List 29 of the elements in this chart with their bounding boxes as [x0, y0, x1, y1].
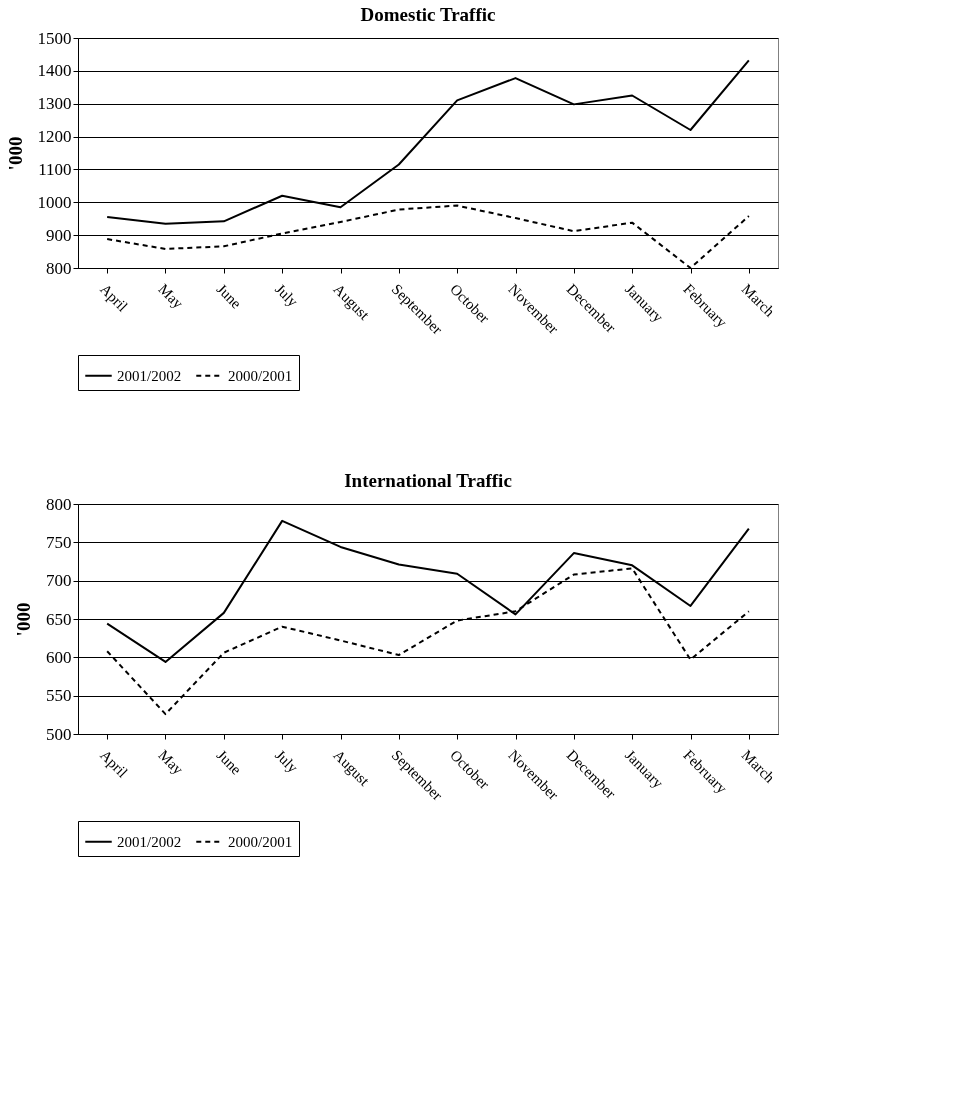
y-tick-label: 800 [46, 258, 72, 278]
y-tick-label: 600 [46, 647, 72, 667]
y-axis-title: '000 [13, 602, 34, 637]
x-tick-label: July [272, 280, 302, 311]
chart-title: International Traffic [344, 470, 512, 491]
x-tick-label: May [155, 280, 187, 312]
y-tick-label: 500 [46, 724, 72, 744]
y-tick-label: 750 [46, 532, 72, 552]
legend-label: 2000/2001 [228, 833, 293, 850]
y-tick-label: 1100 [38, 159, 72, 179]
y-tick-label: 800 [46, 494, 72, 514]
chart-title: Domestic Traffic [360, 4, 496, 25]
x-tick-label: July [272, 746, 302, 777]
y-tick-label: 1000 [37, 192, 72, 212]
y-tick-label: 650 [46, 609, 72, 629]
x-tick-label: May [155, 746, 187, 778]
y-tick-label: 1200 [37, 127, 72, 147]
y-tick-label: 550 [46, 686, 72, 706]
y-tick-label: 900 [46, 225, 72, 245]
y-tick-label: 1300 [37, 94, 72, 114]
x-tick-label: June [213, 280, 245, 312]
y-tick-label: 1400 [37, 61, 72, 81]
x-tick-label: June [213, 746, 245, 778]
y-tick-label: 1500 [37, 28, 72, 48]
legend-label: 2001/2002 [117, 833, 182, 850]
legend-label: 2000/2001 [228, 367, 293, 384]
y-tick-label: 700 [46, 571, 72, 591]
y-axis-title: '000 [4, 136, 26, 171]
legend-label: 2001/2002 [117, 367, 182, 384]
